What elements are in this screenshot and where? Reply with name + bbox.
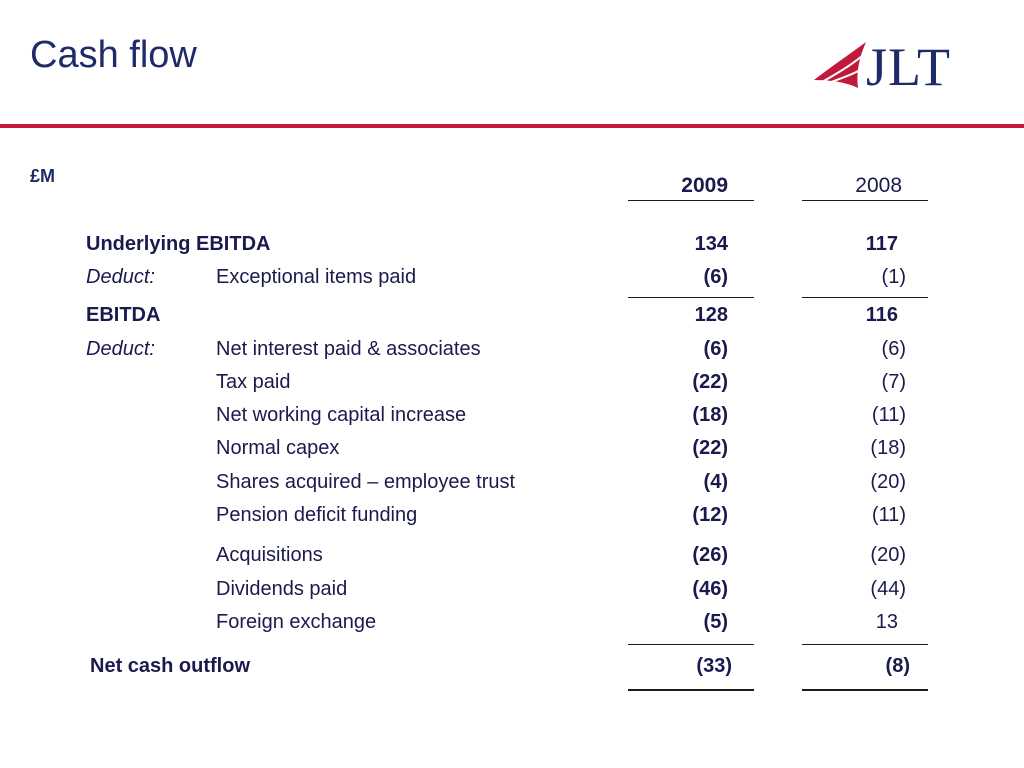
value-2009: (6) <box>703 266 728 288</box>
value-2008: (11) <box>871 504 906 526</box>
total-line-2008 <box>802 644 928 645</box>
value-2008: (11) <box>871 404 906 426</box>
final-underline-2008 <box>802 689 928 691</box>
row-label: Dividends paid <box>216 578 348 600</box>
row-label: Net cash outflow <box>90 655 251 677</box>
value-2008: (1) <box>881 266 906 288</box>
value-2008: (7) <box>881 371 906 393</box>
row-label: Acquisitions <box>216 544 323 566</box>
value-2009: (5) <box>703 611 728 633</box>
value-2008: (6) <box>881 338 906 360</box>
column-header-2008: 2008 <box>855 174 902 197</box>
value-2008: 13 <box>875 611 898 633</box>
row-prefix: Deduct: <box>86 266 155 288</box>
value-2008: 116 <box>865 304 898 326</box>
row-label: Net working capital increase <box>216 404 467 426</box>
table-row: Net cash outflow (33) (8) <box>0 655 1024 683</box>
table-row: Acquisitions (26) (20) <box>0 544 1024 572</box>
table-row: Normal capex (22) (18) <box>0 437 1024 465</box>
table-row: Pension deficit funding (12) (11) <box>0 504 1024 532</box>
value-2009: (6) <box>703 338 728 360</box>
table-row: Tax paid (22) (7) <box>0 371 1024 399</box>
row-label: Exceptional items paid <box>216 266 417 288</box>
value-2009: (22) <box>692 437 728 459</box>
table-row: Dividends paid (46) (44) <box>0 578 1024 606</box>
column-header-2009: 2009 <box>681 174 728 197</box>
row-label: EBITDA <box>86 304 161 326</box>
total-line-2009 <box>628 644 754 645</box>
unit-label: £M <box>30 166 56 186</box>
table-row: Foreign exchange (5) 13 <box>0 611 1024 639</box>
table-row: EBITDA 128 116 <box>0 304 1024 332</box>
subtotal-line-2008 <box>802 297 928 298</box>
value-2008: (44) <box>870 578 906 600</box>
value-2009: 128 <box>694 304 728 326</box>
value-2009: (33) <box>696 655 732 677</box>
row-label: Net interest paid & associates <box>216 338 481 360</box>
value-2009: (26) <box>692 544 728 566</box>
header-underline-2009 <box>628 200 754 201</box>
page-title: Cash flow <box>30 34 197 76</box>
logo-text: JLT <box>866 37 952 97</box>
row-label: Shares acquired – employee trust <box>216 471 516 493</box>
value-2009: (18) <box>692 404 728 426</box>
value-2008: (18) <box>870 437 906 459</box>
row-label: Normal capex <box>216 437 340 459</box>
subtotal-line-2009 <box>628 297 754 298</box>
jlt-logo-icon <box>814 42 866 88</box>
value-2009: (22) <box>692 371 728 393</box>
row-prefix: Deduct: <box>86 338 155 360</box>
value-2008: (20) <box>870 544 906 566</box>
value-2009: (4) <box>703 471 728 493</box>
value-2009: 134 <box>694 233 728 255</box>
table-row: Deduct: Exceptional items paid (6) (1) <box>0 266 1024 294</box>
table-row: Deduct: Net interest paid & associates (… <box>0 338 1024 366</box>
header-divider <box>0 124 1024 128</box>
row-label: Tax paid <box>216 371 291 393</box>
row-label: Underlying EBITDA <box>86 233 271 255</box>
value-2008: (8) <box>885 655 910 677</box>
row-label: Foreign exchange <box>216 611 377 633</box>
table-row: Net working capital increase (18) (11) <box>0 404 1024 432</box>
header-underline-2008 <box>802 200 928 201</box>
final-underline-2009 <box>628 689 754 691</box>
table-row: Underlying EBITDA 134 117 <box>0 233 1024 261</box>
row-label: Pension deficit funding <box>216 504 418 526</box>
value-2009: (46) <box>692 578 728 600</box>
table-row: Shares acquired – employee trust (4) (20… <box>0 471 1024 499</box>
value-2008: (20) <box>870 471 906 493</box>
value-2008: 117 <box>865 233 898 255</box>
value-2009: (12) <box>692 504 728 526</box>
